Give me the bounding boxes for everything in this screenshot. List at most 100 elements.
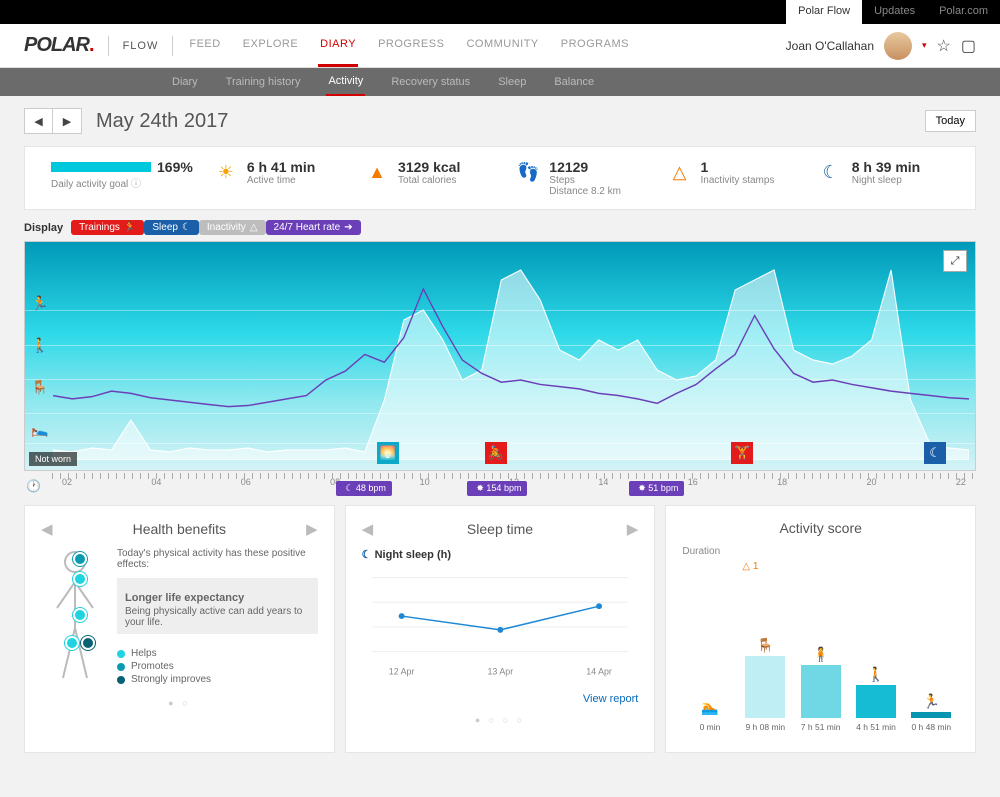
steps-icon: 👣 (515, 159, 541, 185)
body-point (67, 638, 77, 648)
event-marker[interactable]: 🏋 (731, 442, 753, 464)
next-day-button[interactable]: ▶ (53, 109, 81, 133)
info-icon[interactable]: ⓘ (131, 179, 141, 190)
diary-subnav: Diary Training history Activity Recovery… (0, 68, 1000, 96)
siteswitch-updates[interactable]: Updates (862, 0, 927, 24)
summary-strip: 169% Daily activity goal ⓘ ☀ 6 h 41 minA… (24, 146, 976, 210)
device-icon[interactable]: ▢ (961, 36, 976, 56)
body-point (75, 610, 85, 620)
subnav-training-history[interactable]: Training history (224, 69, 303, 95)
user-name: Joan O'Callahan (786, 39, 874, 53)
site-switch-bar: Polar Flow Updates Polar.com (0, 0, 1000, 24)
nav-diary[interactable]: DIARY (318, 24, 358, 67)
activity-level-icon: 🪑 (757, 637, 774, 654)
pill-icon: 🏃 (124, 222, 136, 233)
bpm-tag[interactable]: ✸ 51 bpm (629, 481, 684, 496)
level-icon: 🛌 (31, 421, 48, 438)
hour-tick: 10 (420, 477, 430, 487)
nav-explore[interactable]: EXPLORE (241, 24, 300, 67)
benefit-highlight-title: Longer life expectancy (125, 592, 310, 604)
score-bar: 🏊0 min (690, 699, 730, 732)
view-report-link[interactable]: View report (362, 693, 639, 705)
prev-day-button[interactable]: ◀ (25, 109, 53, 133)
siteswitch-polar-flow[interactable]: Polar Flow (786, 0, 862, 24)
panels-row: ◀ Health benefits ▶ Today's physical act… (24, 505, 976, 753)
body-figure (45, 548, 105, 688)
hour-tick: 04 (151, 477, 161, 487)
polar-logo: POLAR. (24, 34, 94, 57)
flow-label: FLOW (123, 40, 159, 52)
sleep-line-chart: 12 Apr13 Apr14 Apr (372, 567, 629, 687)
moon-icon: ☾ (818, 159, 844, 185)
nav-community[interactable]: COMMUNITY (464, 24, 540, 67)
panel-next-button[interactable]: ▶ (627, 520, 639, 538)
hour-tick: 18 (777, 477, 787, 487)
bpm-tag[interactable]: ✸ 154 bpm (467, 481, 527, 496)
nav-progress[interactable]: PROGRESS (376, 24, 446, 67)
hour-tick: 22 (956, 477, 966, 487)
hour-tick: 02 (62, 477, 72, 487)
subnav-recovery[interactable]: Recovery status (389, 69, 472, 95)
subnav-diary[interactable]: Diary (170, 69, 200, 95)
sun-icon: ☀ (213, 159, 239, 185)
caret-down-icon: ▾ (922, 40, 927, 51)
svg-text:14 Apr: 14 Apr (586, 666, 612, 676)
panel-title: Activity score (682, 520, 959, 536)
summary-steps: 👣 12129StepsDistance 8.2 km (505, 159, 656, 197)
summary-active-time: ☀ 6 h 41 minActive time (203, 159, 354, 197)
level-icons: 🏃🚶🪑🛌 (31, 242, 48, 470)
nav-feed[interactable]: FEED (187, 24, 222, 67)
user-menu[interactable]: Joan O'Callahan ▾ ☆ ▢ (786, 32, 976, 60)
bpm-icon: ✸ (638, 483, 646, 493)
bpm-tag[interactable]: ☾ 48 bpm (336, 481, 392, 496)
flame-icon: ▲ (364, 159, 390, 185)
primary-nav: FEED EXPLORE DIARY PROGRESS COMMUNITY PR… (187, 24, 631, 67)
pill-icon: △ (250, 222, 258, 233)
date-bar: ◀ ▶ May 24th 2017 Today (24, 108, 976, 134)
date-title: May 24th 2017 (96, 110, 228, 133)
panel-activity-score: Activity score Duration △ 1 🏊0 min 🪑9 h 0… (665, 505, 976, 753)
top-bar: POLAR. FLOW FEED EXPLORE DIARY PROGRESS … (0, 24, 1000, 68)
score-bar-chart: 🏊0 min🪑9 h 08 min🧍7 h 51 min🚶4 h 51 min🏃… (682, 592, 959, 732)
display-pill-trainings[interactable]: Trainings 🏃 (71, 220, 144, 235)
panel-prev-button[interactable]: ◀ (41, 520, 53, 538)
panel-prev-button[interactable]: ◀ (362, 520, 374, 538)
display-pill--heart-rate[interactable]: 24/7 Heart rate ➔ (266, 220, 361, 235)
score-bar: 🏃0 h 48 min (911, 693, 951, 732)
summary-inactivity: △ 1Inactivity stamps (657, 159, 808, 197)
display-pill-sleep[interactable]: Sleep ☾ (144, 220, 199, 235)
subnav-balance[interactable]: Balance (552, 69, 596, 95)
star-icon[interactable]: ☆ (937, 36, 951, 56)
score-bar: 🪑9 h 08 min (745, 637, 785, 732)
bpm-icon: ✸ (476, 483, 484, 493)
hour-tick: 20 (867, 477, 877, 487)
subnav-activity[interactable]: Activity (326, 68, 365, 96)
siteswitch-polar-com[interactable]: Polar.com (927, 0, 1000, 24)
benefits-legend: HelpsPromotesStrongly improves (117, 648, 318, 685)
not-worn-label: Not worn (29, 452, 77, 466)
activity-chart: ⤢ 🏃🚶🪑🛌 Not worn 🌅🚴🏋☾ (24, 241, 976, 471)
today-button[interactable]: Today (925, 110, 976, 132)
event-marker[interactable]: 🌅 (377, 442, 399, 464)
panel-title: Health benefits (53, 521, 307, 537)
body-point (75, 554, 85, 564)
panel-health-benefits: ◀ Health benefits ▶ Today's physical act… (24, 505, 335, 753)
activity-level-icon: 🧍 (812, 646, 829, 663)
pill-icon: ☾ (182, 222, 191, 233)
goal-progress-bar (51, 162, 151, 172)
nav-programs[interactable]: PROGRAMS (559, 24, 631, 67)
hour-tick: 16 (688, 477, 698, 487)
clock-icon: 🕐 (26, 479, 41, 493)
panel-next-button[interactable]: ▶ (306, 520, 318, 538)
stamp-badge: △ 1 (742, 561, 959, 572)
activity-level-icon: 🏊 (701, 699, 718, 716)
event-marker[interactable]: 🚴 (485, 442, 507, 464)
panel-sleep-time: ◀ Sleep time ▶ ☾ Night sleep (h) 12 Apr1… (345, 505, 656, 753)
avatar (884, 32, 912, 60)
duration-label: Duration (682, 546, 959, 557)
hour-tick: 14 (598, 477, 608, 487)
level-icon: 🏃 (31, 295, 48, 312)
display-pill-inactivity[interactable]: Inactivity △ (199, 220, 266, 235)
event-marker[interactable]: ☾ (924, 442, 946, 464)
subnav-sleep[interactable]: Sleep (496, 69, 528, 95)
